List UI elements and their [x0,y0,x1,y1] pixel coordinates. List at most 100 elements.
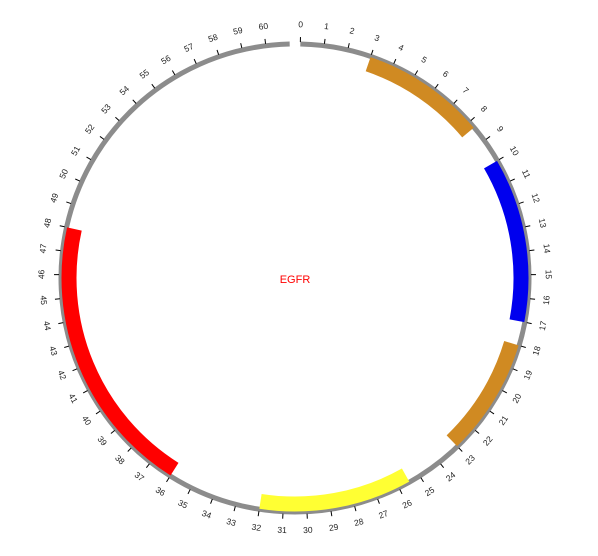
axis-tick-label: 47 [37,243,48,254]
data-segments [61,57,529,512]
axis-tick-label: 37 [133,470,147,484]
axis-tick-label: 6 [441,68,451,79]
axis-tick-label: 38 [113,453,127,467]
axis-tick [330,511,333,517]
axis-tick [72,368,78,372]
axis-tick-label: 5 [420,54,429,65]
axis-tick [64,345,70,348]
axis-ticks [54,37,536,519]
axis-tick [420,477,424,483]
axis-tick-label: 60 [258,21,269,32]
axis-tick [193,58,197,64]
axis-tick-label: 2 [349,25,356,36]
axis-tick-label: 59 [232,25,244,37]
axis-tick [526,322,532,325]
axis-tick [529,249,535,252]
axis-tick [233,506,236,512]
track-segment [365,57,474,138]
axis-tick [82,390,88,394]
axis-tick [171,70,176,76]
axis-tick-label: 39 [95,434,109,448]
axis-ring-arc [58,41,532,515]
axis-tick-label: 56 [159,53,172,67]
axis-tick-label: 40 [80,414,94,428]
axis-tick [489,410,495,415]
axis-tick-label: 13 [537,217,549,229]
axis-tick [470,116,475,121]
axis-tick [115,116,120,121]
axis-tick-label: 15 [544,270,554,280]
axis-tick-label: 23 [463,453,477,467]
axis-tick [399,489,403,495]
axis-tick [502,390,508,394]
axis-tick [458,447,463,452]
axis-tick [512,368,518,372]
axis-tick [257,511,260,517]
axis-tick-label: 8 [479,104,490,114]
axis-tick-label: 28 [353,516,365,528]
axis-tick [453,99,458,104]
axis-tick-label: 50 [57,167,70,180]
axis-tick [58,322,64,325]
axis-tick-label: 35 [177,497,190,510]
axis-tick-label: 51 [69,144,83,157]
axis-tick [377,498,380,504]
axis-tick [264,38,267,44]
axis-tick-label: 29 [328,522,339,533]
axis-tick-label: 20 [510,392,523,405]
axis-tick-label: 30 [303,525,313,535]
axis-tick [485,136,491,140]
axis-tick-label: 4 [397,42,406,53]
axis-tick-label: 36 [154,485,168,499]
axis-tick [66,201,72,205]
axis-tick [509,178,515,182]
axis-tick-label: 46 [36,269,46,279]
axis-tick-label: 17 [537,320,549,331]
axis-tick [86,156,92,161]
axis-tick [110,429,116,434]
axis-tick [59,225,65,228]
axis-tick-label: 32 [251,522,262,533]
axis-tick [75,178,81,182]
track-segment [483,160,529,323]
axis-tick [323,38,326,44]
track-segment [446,340,519,447]
axis-tick-label: 44 [42,320,54,331]
axis-tick [166,477,170,483]
axis-tick-label: 41 [67,392,80,405]
axis-tick [440,463,445,469]
axis-tick [393,58,397,64]
axis-tick [354,506,357,512]
track-segment [61,227,179,476]
axis-tick [95,410,101,415]
center-label: EGFR [280,274,311,286]
axis-tick-labels: 0 1 23456789101112131415161718192021222324… [36,19,554,535]
axis-tick-label: 12 [530,192,543,204]
axis-tick [474,429,480,434]
axis-tick [151,83,156,89]
axis-tick-label: 11 [520,168,533,180]
axis-tick-label: 52 [83,122,97,136]
axis-tick-label: 14 [542,243,553,254]
axis-tick-label: 25 [423,485,437,499]
axis-tick-label: 7 [461,85,471,96]
axis-ring [58,41,532,515]
axis-tick [216,49,220,55]
axis-tick-label: 42 [56,369,69,382]
axis-tick-label: 27 [377,508,390,521]
axis-tick-label: 0 [298,19,303,29]
axis-tick-label: 22 [481,434,495,448]
axis-tick-label: 33 [225,516,237,528]
axis-tick-label: 19 [521,368,534,381]
axis-tick [518,201,524,205]
axis-tick [498,156,504,161]
axis-tick-label: 3 [373,32,381,43]
axis-tick [434,83,439,89]
axis-tick [145,463,150,469]
axis-tick-label: 31 [277,525,287,535]
axis-tick-label: 45 [38,295,49,306]
axis-tick-label: 53 [99,102,113,116]
axis-tick [240,43,243,49]
